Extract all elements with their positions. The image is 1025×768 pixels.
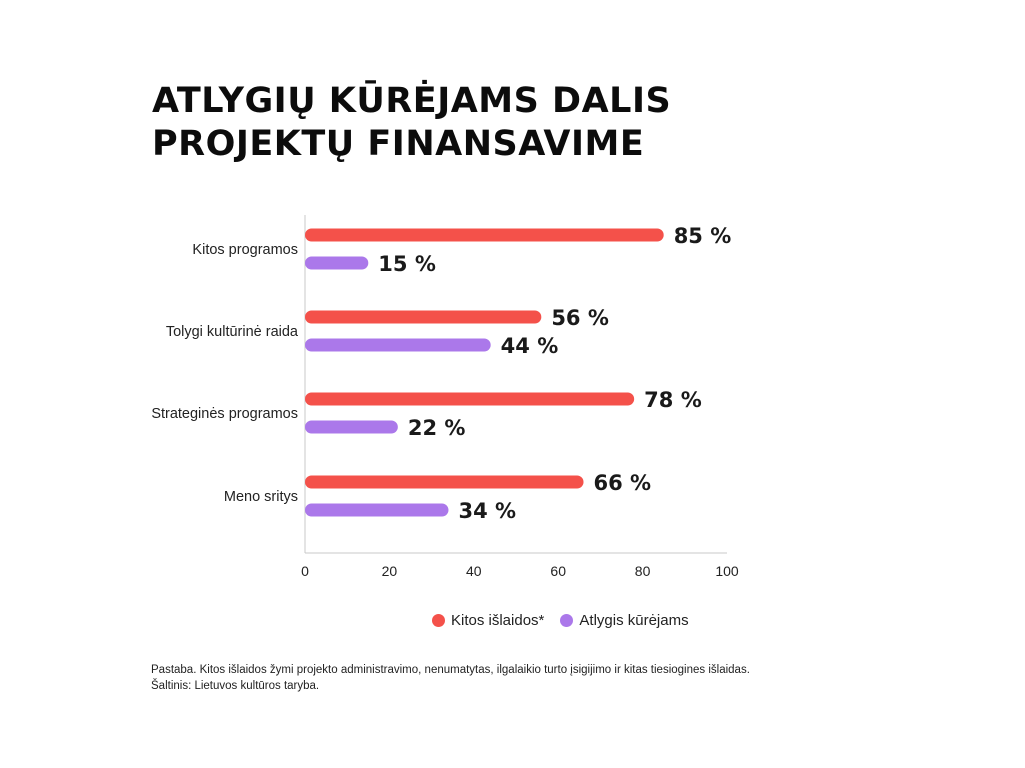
bar-value-label: 34 % (458, 499, 516, 523)
bar-value-label: 85 % (674, 224, 732, 248)
source-text: Šaltinis: Lietuvos kultūros taryba. (151, 680, 320, 692)
bar-value-label: 56 % (551, 306, 609, 330)
x-tick-label: 80 (635, 563, 651, 579)
x-tick-label: 60 (550, 563, 566, 579)
category-label: Meno sritys (224, 489, 298, 505)
chart-title-line-1: ATLYGIŲ KŪRĖJAMS DALIS (152, 81, 672, 121)
category-label: Strateginės programos (151, 406, 298, 422)
x-tick-label: 0 (301, 563, 309, 579)
bar-other (305, 228, 664, 242)
legend-swatch-other (432, 614, 445, 627)
legend-label-reward: Atlygis kūrėjams (579, 612, 689, 629)
x-tick-label: 100 (715, 563, 739, 579)
footnotes: Pastaba. Kitos išlaidos žymi projekto ad… (151, 662, 750, 694)
legend-label-other: Kitos išlaidos* (451, 612, 545, 629)
chart-title-line-2: PROJEKTŲ FINANSAVIME (152, 124, 645, 164)
bar-value-label: 66 % (594, 471, 652, 495)
bar-reward (305, 256, 369, 270)
legend-item-reward: Atlygis kūrėjams (560, 612, 689, 629)
bar-value-label: 78 % (644, 388, 702, 412)
bar-reward (305, 420, 398, 434)
bar-other (305, 475, 584, 489)
bar-reward (305, 338, 491, 352)
bar-value-label: 15 % (378, 252, 436, 276)
legend: Kitos išlaidos* Atlygis kūrėjams (432, 612, 689, 629)
bar-value-label: 44 % (501, 334, 559, 358)
legend-item-other: Kitos išlaidos* (432, 612, 544, 629)
chart-title: ATLYGIŲ KŪRĖJAMS DALIS PROJEKTŲ FINANSAV… (152, 80, 671, 166)
x-tick-label: 40 (466, 563, 482, 579)
bar-reward (305, 503, 449, 517)
x-tick-label: 20 (382, 563, 398, 579)
note-text: Pastaba. Kitos išlaidos žymi projekto ad… (151, 664, 750, 676)
category-label: Kitos programos (192, 242, 298, 258)
legend-swatch-reward (560, 614, 574, 627)
category-label: Tolygi kultūrinė raida (166, 324, 299, 340)
bar-other (305, 392, 635, 406)
bar-value-label: 22 % (408, 416, 466, 440)
bar-other (305, 310, 542, 324)
